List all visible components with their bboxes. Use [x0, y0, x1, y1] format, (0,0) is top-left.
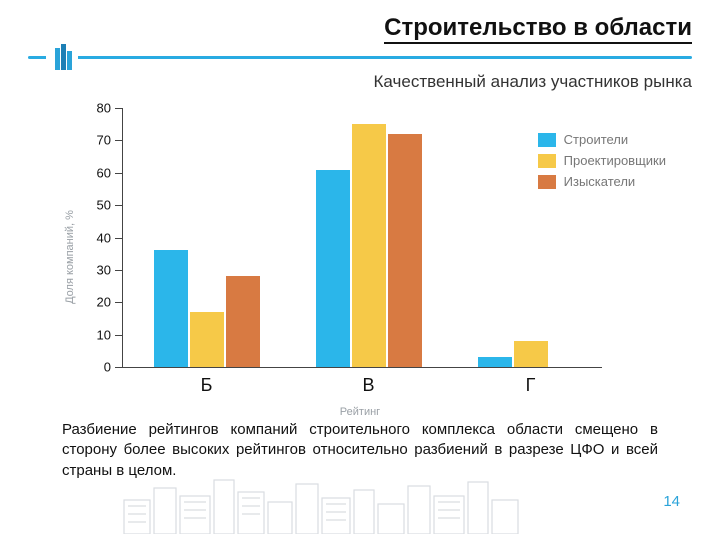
- legend-label: Строители: [564, 132, 629, 147]
- y-tick: [115, 238, 123, 239]
- y-axis-label: Доля компаний, %: [64, 210, 76, 304]
- bar: [352, 124, 386, 367]
- x-tick-label: В: [362, 375, 374, 396]
- y-tick-label: 50: [97, 198, 111, 213]
- y-tick: [115, 367, 123, 368]
- y-tick: [115, 270, 123, 271]
- page-number: 14: [663, 493, 680, 510]
- bar: [226, 276, 260, 367]
- bar: [514, 341, 548, 367]
- y-tick-label: 40: [97, 230, 111, 245]
- bar: [190, 312, 224, 367]
- bar: [154, 250, 188, 367]
- x-tick-label: Г: [526, 375, 536, 396]
- legend: Строители Проектировщики Изыскатели: [538, 132, 666, 195]
- y-tick-label: 30: [97, 262, 111, 277]
- bar: [316, 170, 350, 367]
- logo-icon: [46, 42, 78, 74]
- skyline-decoration: [120, 470, 540, 534]
- legend-swatch: [538, 133, 556, 147]
- bar: [388, 134, 422, 367]
- y-tick-label: 80: [97, 101, 111, 116]
- y-tick: [115, 140, 123, 141]
- legend-item: Проектировщики: [538, 153, 666, 168]
- legend-swatch: [538, 175, 556, 189]
- page-subtitle: Качественный анализ участников рынка: [28, 72, 692, 92]
- legend-item: Изыскатели: [538, 174, 666, 189]
- y-tick-label: 20: [97, 295, 111, 310]
- legend-label: Проектировщики: [564, 153, 666, 168]
- page-title: Строительство в области: [384, 14, 692, 44]
- y-tick-label: 0: [104, 360, 111, 375]
- plot-area: 01020304050607080БВГ: [122, 108, 602, 368]
- header-rule: [28, 56, 692, 59]
- y-tick: [115, 108, 123, 109]
- x-axis-label: Рейтинг: [340, 406, 380, 418]
- legend-item: Строители: [538, 132, 666, 147]
- legend-label: Изыскатели: [564, 174, 636, 189]
- y-tick: [115, 335, 123, 336]
- bar: [478, 357, 512, 367]
- x-tick-label: Б: [201, 375, 213, 396]
- legend-swatch: [538, 154, 556, 168]
- y-tick-label: 60: [97, 165, 111, 180]
- y-tick: [115, 302, 123, 303]
- bar-chart: Доля компаний, % 01020304050607080БВГ Ст…: [80, 102, 640, 412]
- y-tick: [115, 173, 123, 174]
- y-tick-label: 10: [97, 327, 111, 342]
- y-tick-label: 70: [97, 133, 111, 148]
- y-tick: [115, 205, 123, 206]
